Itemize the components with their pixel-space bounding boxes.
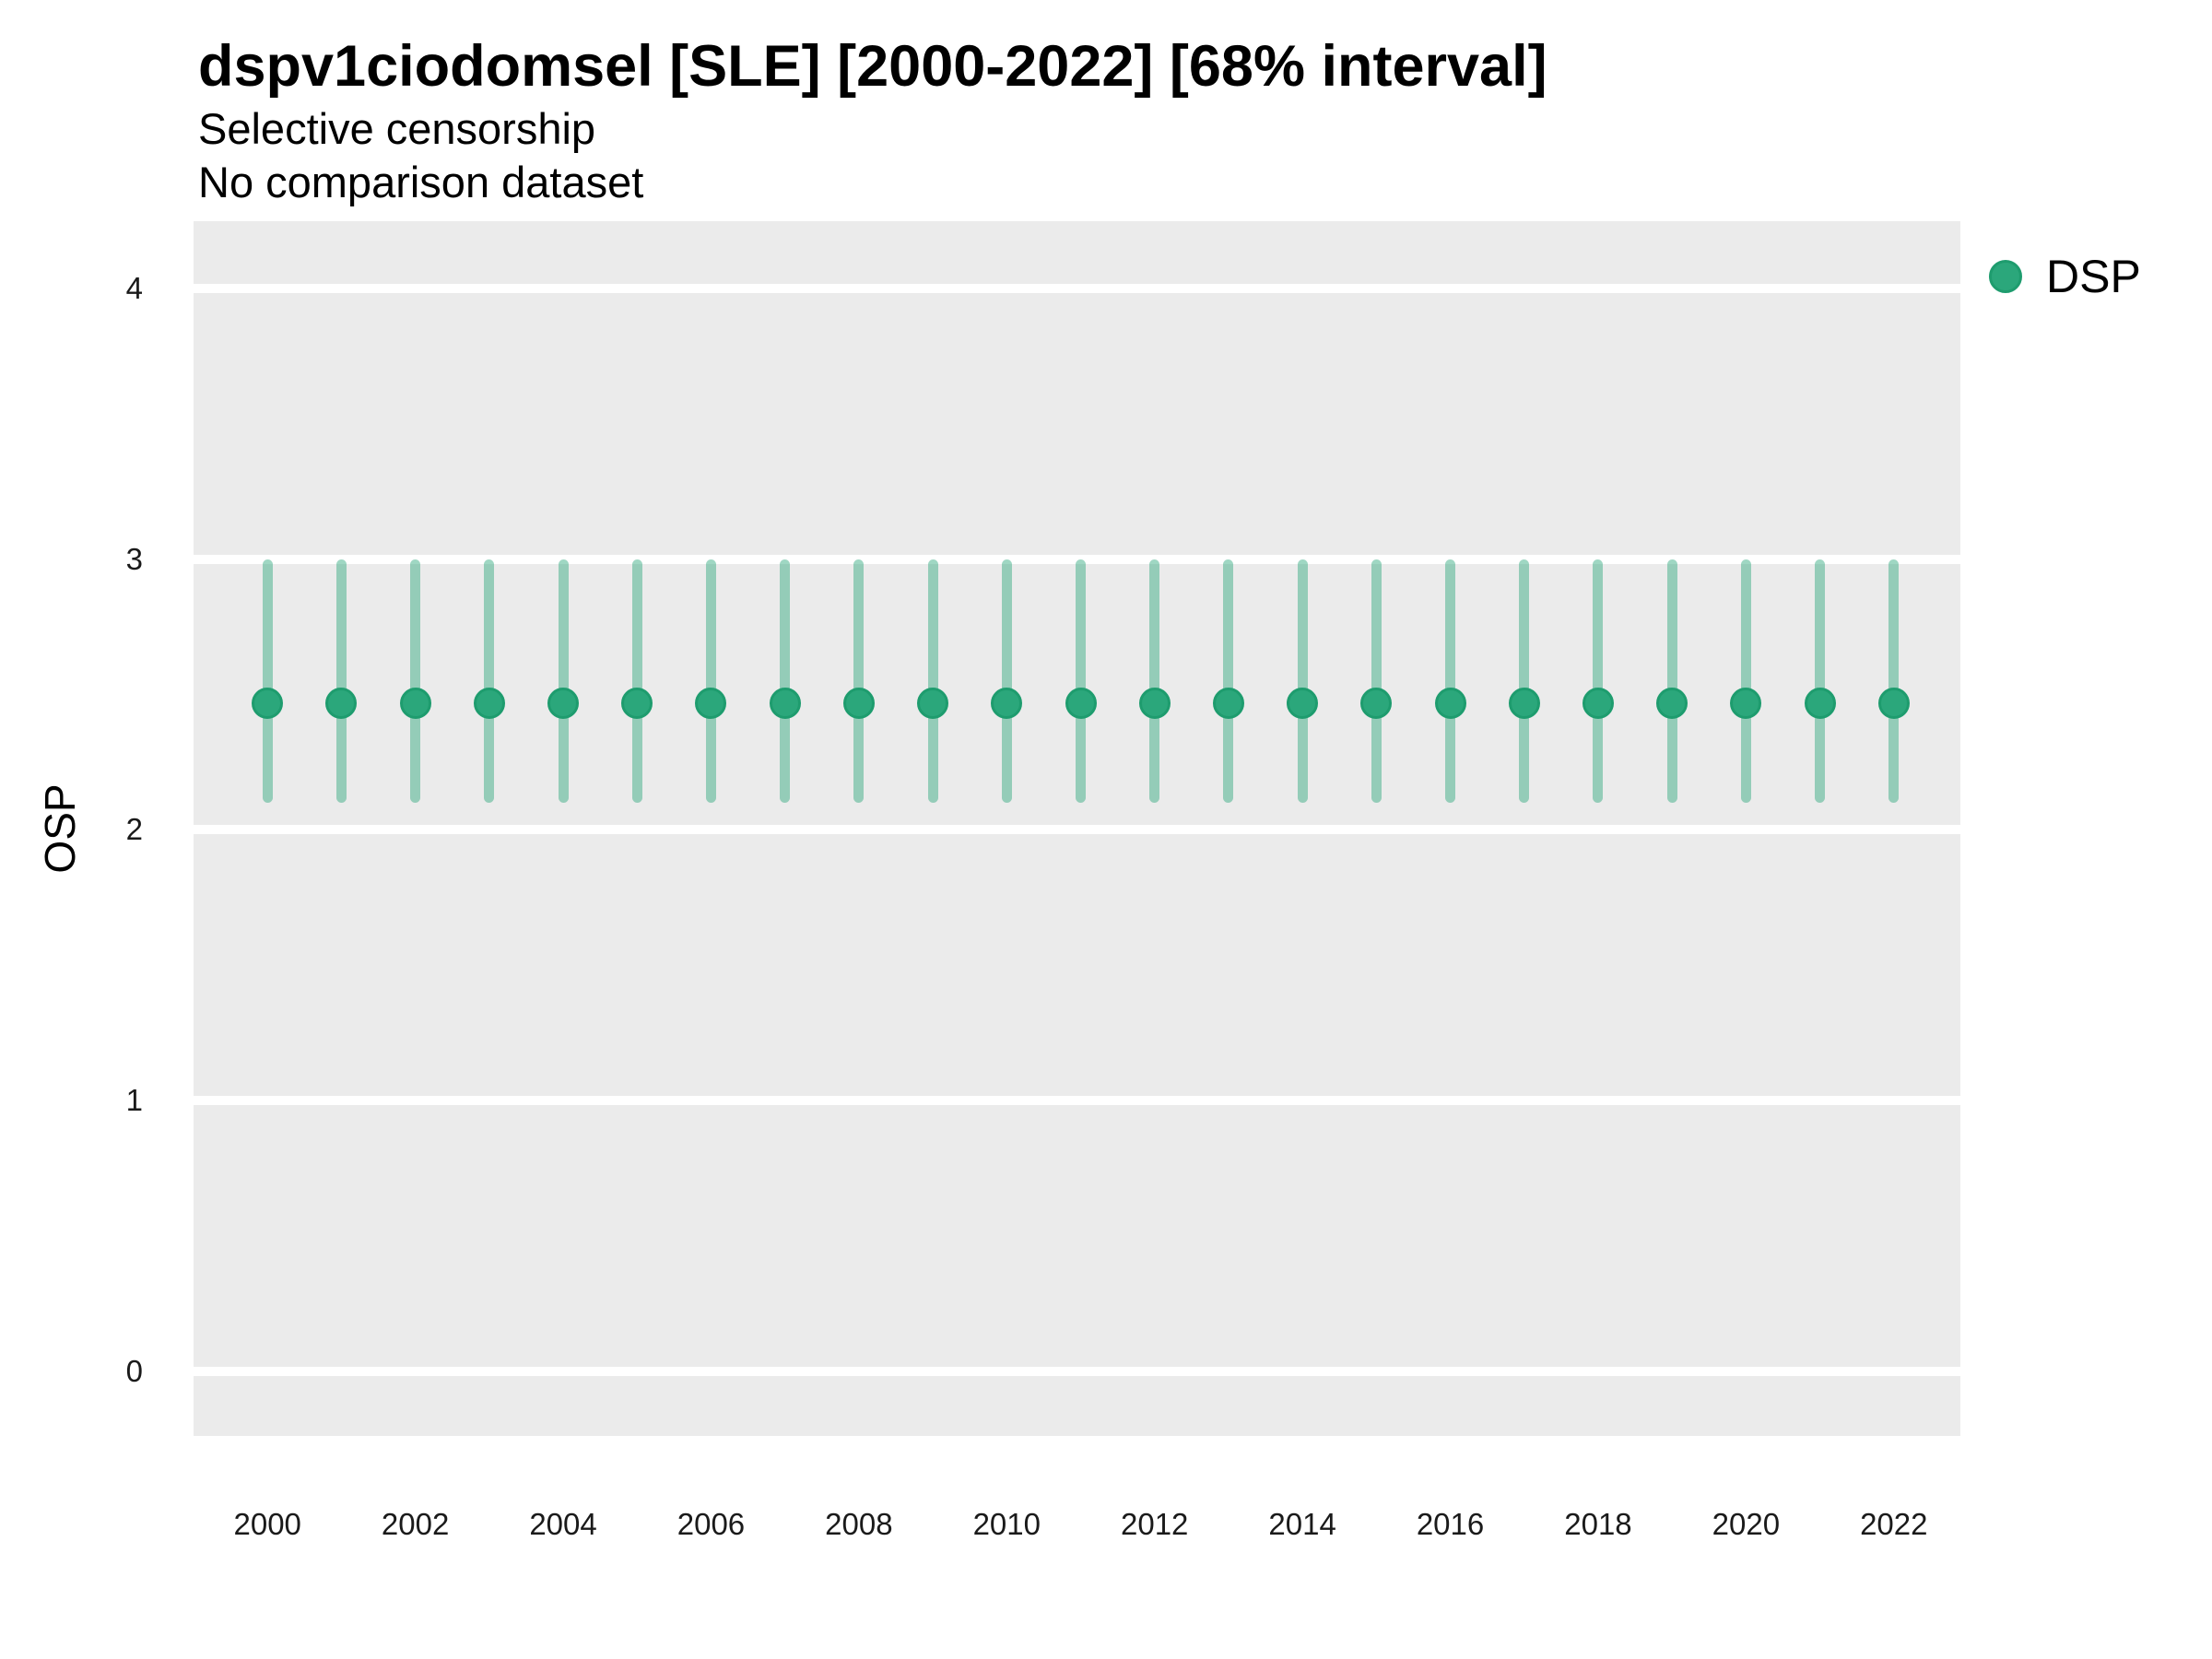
y-tick-label-2: 2	[125, 812, 143, 847]
data-point-2002	[399, 687, 431, 719]
x-tick-label-2002: 2002	[381, 1507, 450, 1541]
gridline-y-4	[194, 284, 1960, 294]
error-bar-2018	[1593, 559, 1604, 804]
error-bar-2012	[1149, 559, 1160, 804]
x-tick-label-2012: 2012	[1121, 1507, 1189, 1541]
error-bar-2011	[1076, 559, 1086, 804]
x-tick-label-2010: 2010	[972, 1507, 1041, 1541]
gridline-y-1	[194, 1096, 1960, 1105]
data-point-2014	[1287, 687, 1319, 719]
x-tick-label-2018: 2018	[1564, 1507, 1632, 1541]
chart-title: dspv1ciodomsel [SLE] [2000-2022] [68% in…	[198, 34, 1547, 99]
error-bar-2022	[1888, 559, 1900, 804]
x-tick-label-2020: 2020	[1712, 1507, 1781, 1541]
chart-subtitle-line1: Selective censorship	[198, 104, 596, 153]
data-point-2005	[621, 687, 653, 719]
error-bar-2001	[335, 559, 347, 804]
data-point-2009	[917, 687, 949, 719]
data-point-2001	[325, 687, 358, 719]
data-point-2006	[695, 687, 727, 719]
data-point-2015	[1360, 687, 1393, 719]
data-point-2017	[1508, 687, 1540, 719]
x-tick-label-2014: 2014	[1268, 1507, 1336, 1541]
x-tick-label-2008: 2008	[825, 1507, 893, 1541]
legend-label-dsp: DSP	[2046, 251, 2141, 302]
gridline-y-0	[194, 1366, 1960, 1376]
chart-subtitle-line2: No comparison dataset	[198, 158, 644, 206]
x-tick-label-2000: 2000	[233, 1507, 301, 1541]
data-point-2008	[842, 687, 875, 719]
gridline-y-2	[194, 825, 1960, 835]
data-point-2004	[547, 687, 580, 719]
data-point-2020	[1730, 687, 1762, 719]
x-tick-label-2016: 2016	[1416, 1507, 1485, 1541]
x-tick-label-2004: 2004	[529, 1507, 597, 1541]
data-point-2019	[1656, 687, 1688, 719]
error-bar-2007	[780, 559, 791, 804]
error-bar-2013	[1223, 559, 1234, 804]
error-bar-2006	[705, 559, 716, 804]
data-point-2003	[473, 687, 505, 719]
data-point-2018	[1582, 687, 1614, 719]
error-bar-2002	[410, 559, 421, 804]
error-bar-2020	[1740, 559, 1751, 804]
data-point-2013	[1212, 687, 1244, 719]
data-point-2011	[1065, 687, 1097, 719]
error-bar-2017	[1519, 559, 1530, 804]
y-tick-label-4: 4	[125, 271, 143, 306]
legend-point-marker-icon	[1989, 260, 2022, 293]
plot-panel	[194, 221, 1960, 1436]
error-bar-2005	[631, 559, 642, 804]
data-point-2016	[1434, 687, 1466, 719]
error-bar-2014	[1297, 559, 1308, 804]
x-tick-label-2022: 2022	[1860, 1507, 1928, 1541]
error-bar-2021	[1815, 559, 1826, 804]
error-bar-2000	[262, 559, 273, 804]
error-bar-2009	[927, 559, 938, 804]
error-bar-2008	[853, 559, 865, 804]
data-point-2012	[1138, 687, 1171, 719]
y-tick-label-1: 1	[125, 1083, 143, 1117]
y-tick-label-0: 0	[125, 1353, 143, 1388]
error-bar-2010	[1001, 559, 1012, 804]
x-tick-label-2006: 2006	[677, 1507, 746, 1541]
error-bar-2003	[484, 559, 495, 804]
error-bar-2004	[558, 559, 569, 804]
error-bar-2015	[1371, 559, 1382, 804]
data-point-2022	[1877, 687, 1910, 719]
error-bar-2016	[1445, 559, 1456, 804]
data-point-2007	[769, 687, 801, 719]
error-bar-2019	[1666, 559, 1677, 804]
data-point-2010	[991, 687, 1023, 719]
gridline-y-3	[194, 554, 1960, 564]
legend: DSP	[1989, 250, 2141, 303]
data-point-2000	[252, 687, 284, 719]
y-tick-label-3: 3	[125, 541, 143, 576]
data-point-2021	[1804, 687, 1836, 719]
